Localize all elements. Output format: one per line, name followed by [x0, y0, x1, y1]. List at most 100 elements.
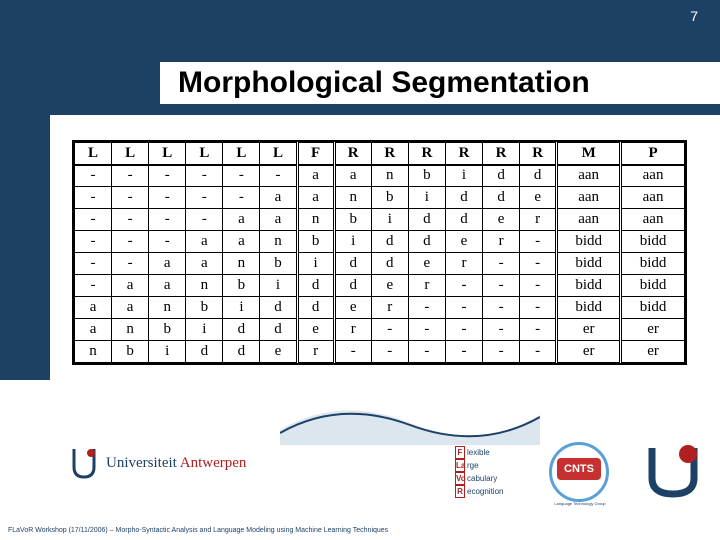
- cell: d: [483, 165, 520, 187]
- cell: -: [520, 341, 557, 363]
- cell: b: [334, 209, 371, 231]
- cell: -: [483, 253, 520, 275]
- cell: -: [483, 275, 520, 297]
- table-row: --aanbidder--biddbidd: [75, 253, 685, 275]
- cell: -: [112, 231, 149, 253]
- cell: i: [297, 253, 334, 275]
- flavor-word: cabulary: [467, 473, 497, 484]
- cell: r: [297, 341, 334, 363]
- cell: n: [223, 253, 260, 275]
- cell: -: [75, 165, 112, 187]
- cell: d: [483, 187, 520, 209]
- cell: -: [149, 187, 186, 209]
- cell: -: [408, 297, 445, 319]
- cell: i: [445, 165, 482, 187]
- cell: e: [483, 209, 520, 231]
- cell: e: [334, 297, 371, 319]
- cell: -: [223, 187, 260, 209]
- cell: n: [334, 187, 371, 209]
- cell: -: [149, 209, 186, 231]
- flavor-logo: FlexibleLargeVocabularyRecognition: [455, 446, 503, 498]
- cell: -: [112, 253, 149, 275]
- cell: a: [112, 275, 149, 297]
- col-header: P: [621, 143, 685, 165]
- flavor-letter: Vo: [455, 472, 465, 485]
- cell: er: [557, 319, 621, 341]
- col-header: R: [408, 143, 445, 165]
- col-header: R: [371, 143, 408, 165]
- cell: -: [445, 319, 482, 341]
- cell: bidd: [621, 253, 685, 275]
- cell: d: [223, 319, 260, 341]
- footer-text: FLaVoR Workshop (17/11/2006) – Morpho-Sy…: [8, 527, 388, 534]
- cell: b: [149, 319, 186, 341]
- cell: d: [223, 341, 260, 363]
- table-row: ------aanbiddaanaan: [75, 165, 685, 187]
- flavor-word: ecognition: [467, 486, 503, 497]
- ua-suffix: Antwerpen: [180, 455, 247, 471]
- cell: -: [445, 275, 482, 297]
- cell: bidd: [557, 275, 621, 297]
- cell: -: [445, 297, 482, 319]
- cell: -: [445, 341, 482, 363]
- page-number: 7: [690, 8, 698, 24]
- cell: -: [186, 187, 223, 209]
- col-header: M: [557, 143, 621, 165]
- cell: bidd: [621, 275, 685, 297]
- cell: bidd: [557, 231, 621, 253]
- cell: r: [334, 319, 371, 341]
- cell: -: [408, 341, 445, 363]
- cell: n: [297, 209, 334, 231]
- cell: d: [297, 275, 334, 297]
- col-header: R: [483, 143, 520, 165]
- cell: -: [371, 319, 408, 341]
- cell: n: [149, 297, 186, 319]
- cell: -: [149, 165, 186, 187]
- cell: -: [260, 165, 297, 187]
- cell: a: [149, 275, 186, 297]
- cell: d: [408, 231, 445, 253]
- cell: bidd: [621, 297, 685, 319]
- cell: -: [112, 165, 149, 187]
- col-header: F: [297, 143, 334, 165]
- cell: a: [75, 297, 112, 319]
- cell: -: [520, 231, 557, 253]
- table-row: -----aanbiddeaanaan: [75, 187, 685, 209]
- cell: aan: [621, 209, 685, 231]
- slide-title: Morphological Segmentation: [160, 62, 720, 104]
- cell: b: [223, 275, 260, 297]
- cell: -: [149, 231, 186, 253]
- table-row: -aanbidder---biddbidd: [75, 275, 685, 297]
- col-header: L: [186, 143, 223, 165]
- cell: -: [223, 165, 260, 187]
- cell: -: [112, 209, 149, 231]
- col-header: R: [334, 143, 371, 165]
- cell: -: [75, 253, 112, 275]
- cell: -: [112, 187, 149, 209]
- cell: d: [445, 187, 482, 209]
- cell: d: [445, 209, 482, 231]
- cell: e: [408, 253, 445, 275]
- cell: aan: [621, 187, 685, 209]
- table-row: ---aanbidder-biddbidd: [75, 231, 685, 253]
- cell: i: [334, 231, 371, 253]
- cell: b: [297, 231, 334, 253]
- cell: e: [260, 341, 297, 363]
- cell: a: [260, 187, 297, 209]
- col-header: L: [149, 143, 186, 165]
- cell: i: [408, 187, 445, 209]
- cell: a: [186, 253, 223, 275]
- cell: a: [334, 165, 371, 187]
- left-sidebar: [0, 115, 50, 380]
- cell: d: [520, 165, 557, 187]
- cell: i: [371, 209, 408, 231]
- cell: i: [260, 275, 297, 297]
- cell: n: [371, 165, 408, 187]
- cell: d: [371, 253, 408, 275]
- cell: -: [483, 341, 520, 363]
- cell: a: [75, 319, 112, 341]
- cell: d: [297, 297, 334, 319]
- flavor-letter: R: [455, 485, 465, 498]
- cell: e: [520, 187, 557, 209]
- flavor-letter: La: [455, 459, 465, 472]
